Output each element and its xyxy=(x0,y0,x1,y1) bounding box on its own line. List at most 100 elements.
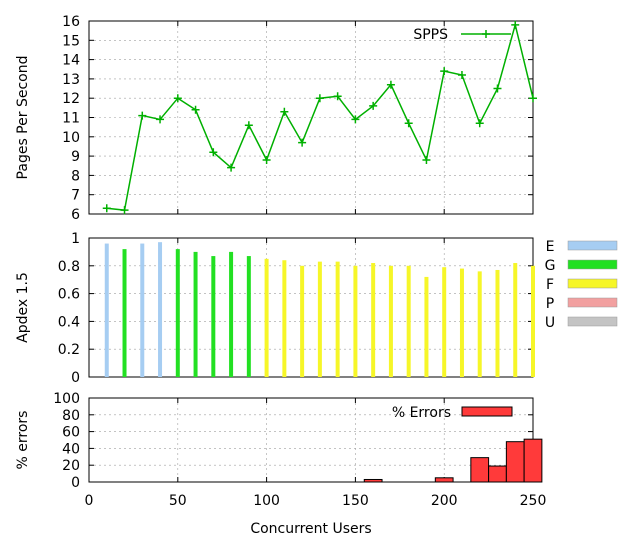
apdex-bar xyxy=(371,263,376,377)
apdex-bar xyxy=(229,251,234,377)
y-axis-label: Pages Per Second xyxy=(15,56,31,180)
spps-point xyxy=(493,84,502,93)
y-axis-label: Apdex 1.5 xyxy=(15,272,31,343)
y-tick-label: 0 xyxy=(71,475,80,491)
spps-legend: SPPS xyxy=(413,27,511,43)
legend-label: U xyxy=(545,315,555,331)
y-tick-label: 100 xyxy=(53,391,80,407)
legend-label: G xyxy=(545,258,556,274)
apdex-bar xyxy=(175,249,180,377)
apdex-bar xyxy=(477,271,482,377)
legend-swatch xyxy=(567,240,618,251)
y-tick-label: 12 xyxy=(62,91,80,107)
spps-point xyxy=(209,148,218,157)
y-tick-label: 0.6 xyxy=(58,287,80,303)
y-tick-label: 0.2 xyxy=(58,342,80,358)
apdex-bar xyxy=(246,256,251,377)
apdex-bar xyxy=(317,261,322,377)
spps-point xyxy=(280,107,289,116)
spps-point xyxy=(422,155,431,164)
legend-swatch xyxy=(461,406,513,417)
spps-point xyxy=(315,94,324,103)
errors-legend: % Errors xyxy=(392,405,513,421)
apdex-bar xyxy=(424,276,429,377)
y-tick-label: 0.4 xyxy=(58,314,80,330)
apdex-bar xyxy=(335,261,340,377)
spps-point xyxy=(120,206,129,215)
apdex-bar xyxy=(459,268,464,377)
spps-point xyxy=(351,115,360,124)
apdex-bar xyxy=(122,249,127,377)
errors-grid xyxy=(89,398,533,482)
spps-grid xyxy=(89,21,533,214)
y-tick-label: 6 xyxy=(71,207,80,223)
error-bar xyxy=(434,477,454,483)
spps-series xyxy=(102,20,537,215)
x-tick-label: 0 xyxy=(85,493,94,509)
error-bar xyxy=(505,441,525,483)
y-tick-label: 60 xyxy=(62,425,80,441)
x-tick-label: 50 xyxy=(169,493,187,509)
legend-label: SPPS xyxy=(413,27,448,43)
y-tick-label: 0 xyxy=(71,370,80,386)
spps-line-panel: 6 7 8 9 10 11 12 13 14 15 16 Pages Per Second SPPS xyxy=(15,14,537,223)
apdex-bar xyxy=(388,265,393,377)
spps-point xyxy=(173,94,182,103)
apdex-bar xyxy=(140,243,145,377)
apdex-bar xyxy=(104,243,109,377)
apdex-bar xyxy=(300,265,305,377)
apdex-grid xyxy=(89,238,533,377)
x-tick-label: 150 xyxy=(342,493,369,509)
legend-label: P xyxy=(546,296,554,312)
legend-swatch xyxy=(567,259,618,270)
y-tick-label: 9 xyxy=(71,149,80,165)
y-axis-label: % errors xyxy=(15,411,31,470)
spps-point xyxy=(244,121,253,130)
apdex-bar xyxy=(193,251,198,377)
y-tick-label: 14 xyxy=(62,53,80,69)
error-bar xyxy=(523,438,543,483)
spps-point xyxy=(333,92,342,101)
apdex-bar xyxy=(513,263,518,377)
apdex-bar xyxy=(353,265,358,377)
spps-point xyxy=(369,101,378,110)
spps-point xyxy=(440,67,449,76)
legend-label: F xyxy=(546,277,554,293)
legend-label: % Errors xyxy=(392,405,451,421)
apdex-bar xyxy=(495,269,500,377)
apdex-bar xyxy=(158,242,163,377)
spps-point xyxy=(511,20,520,29)
y-tick-label: 20 xyxy=(62,458,80,474)
y-tick-label: 40 xyxy=(62,441,80,457)
spps-point xyxy=(138,111,147,120)
apdex-bar xyxy=(406,265,411,377)
x-axis-label: Concurrent Users xyxy=(250,521,371,537)
apdex-bar xyxy=(211,256,216,377)
spps-point xyxy=(102,204,111,213)
apdex-bar xyxy=(282,260,287,377)
legend-swatch xyxy=(567,278,618,289)
spps-point xyxy=(191,105,200,114)
x-tick-label: 200 xyxy=(431,493,458,509)
spps-point xyxy=(298,138,307,147)
y-tick-label: 16 xyxy=(62,14,80,30)
y-tick-label: 11 xyxy=(62,111,80,127)
legend-swatch xyxy=(567,316,618,327)
y-tick-label: 7 xyxy=(71,188,80,204)
x-tick-label: 250 xyxy=(520,493,547,509)
legend-label: E xyxy=(546,239,555,255)
y-tick-label: 10 xyxy=(62,130,80,146)
error-bar xyxy=(470,457,490,483)
y-tick-label: 8 xyxy=(71,168,80,184)
y-tick-label: 13 xyxy=(62,72,80,88)
y-tick-label: 15 xyxy=(62,33,80,49)
spps-point xyxy=(262,155,271,164)
spps-point xyxy=(386,80,395,89)
spps-point xyxy=(457,71,466,80)
legend-marker xyxy=(482,30,490,38)
spps-point xyxy=(475,119,484,128)
error-bar xyxy=(488,465,507,483)
